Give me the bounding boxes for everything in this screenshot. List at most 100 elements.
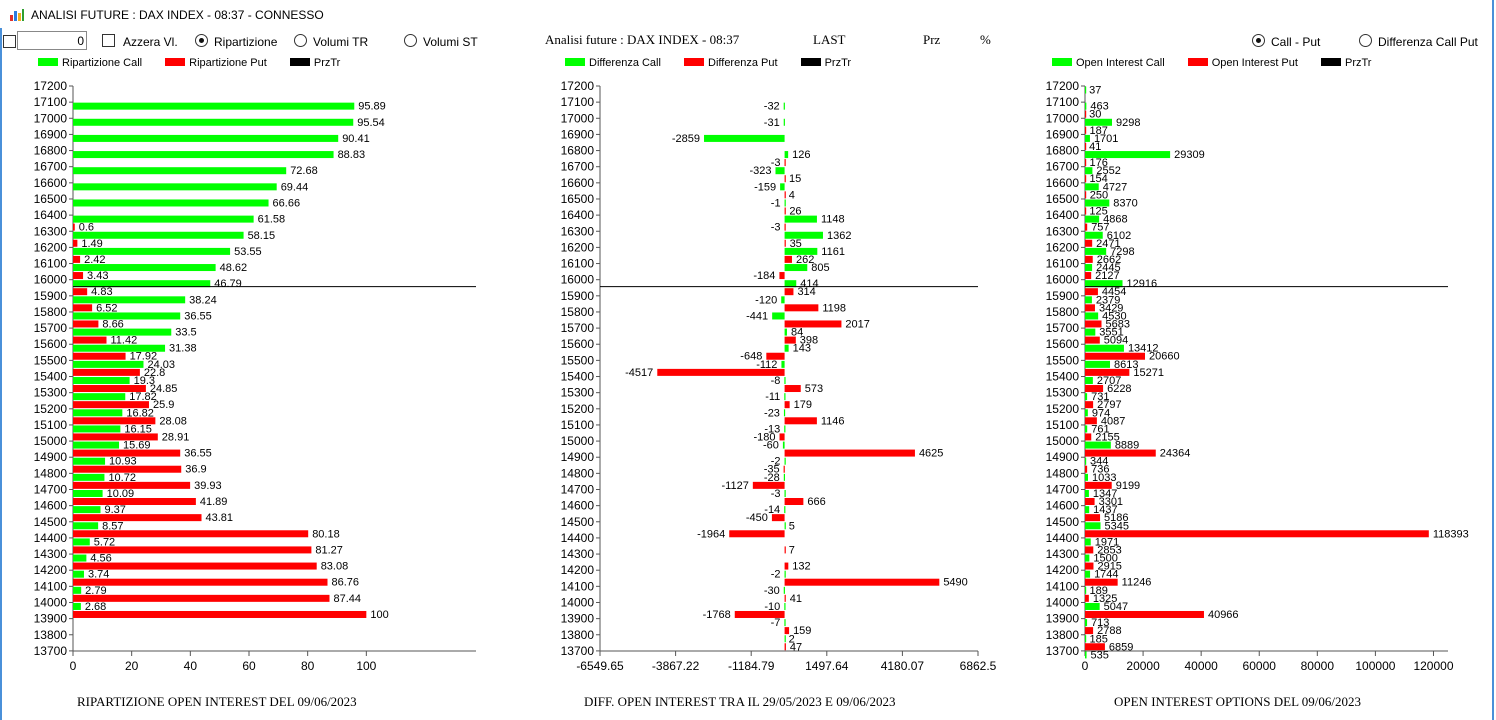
radio-call-put[interactable]: Call - Put (1252, 33, 1320, 51)
put-bar (1085, 449, 1156, 457)
put-bar (784, 239, 786, 247)
data-label: -441 (746, 310, 768, 322)
radio-unselected[interactable] (1359, 34, 1372, 47)
y-tick-label: 15300 (1046, 386, 1080, 400)
call-bar (784, 490, 786, 497)
put-bar (657, 368, 785, 376)
header-title: Analisi future : DAX INDEX - 08:37 (545, 32, 740, 47)
put-bar (1085, 272, 1092, 280)
y-tick-label: 16300 (34, 224, 68, 238)
radio-unselected[interactable] (294, 34, 307, 47)
call-bar (73, 102, 355, 110)
data-label: -1127 (722, 480, 749, 492)
radio-selected[interactable] (1252, 34, 1265, 47)
data-label: 4.56 (90, 553, 111, 565)
y-tick-label: 15500 (1046, 353, 1080, 367)
data-label: 90.41 (342, 133, 370, 145)
x-tick-label: 4180.07 (881, 659, 925, 673)
call-bar (73, 522, 99, 530)
x-tick-label: 6862.5 (960, 659, 997, 673)
put-bar (784, 449, 915, 457)
call-bar (1085, 86, 1087, 94)
radio-volumi-st[interactable]: Volumi ST (404, 33, 478, 51)
radio-volumi-tr[interactable]: Volumi TR (294, 33, 368, 51)
y-tick-label: 16000 (561, 273, 595, 287)
put-bar (784, 288, 794, 296)
y-tick-label: 16600 (1046, 176, 1080, 190)
data-label: 39.93 (194, 480, 222, 492)
y-tick-label: 14500 (1046, 515, 1080, 529)
data-label: -32 (764, 101, 780, 113)
y-tick-label: 14600 (561, 499, 595, 513)
data-label: -1 (771, 197, 781, 209)
y-tick-label: 16700 (34, 160, 68, 174)
radio-selected[interactable] (195, 34, 208, 47)
data-label: 1347 (1093, 488, 1117, 500)
number-input[interactable] (17, 31, 87, 50)
radio-ripartizione[interactable]: Ripartizione (195, 33, 277, 51)
data-label: 7298 (1110, 246, 1134, 258)
y-tick-label: 15500 (561, 353, 595, 367)
y-tick-label: 16600 (561, 176, 595, 190)
call-bar (1085, 199, 1110, 207)
call-bar (784, 280, 797, 288)
call-bar (783, 586, 785, 594)
data-label: 5.72 (94, 536, 115, 548)
data-label: 4.83 (91, 286, 112, 298)
data-label: 53.55 (234, 246, 262, 258)
data-label: 24.03 (147, 359, 175, 371)
call-bar (1085, 554, 1090, 562)
select-checkbox[interactable] (3, 35, 16, 48)
x-tick-label: 120000 (1413, 659, 1453, 673)
put-bar (771, 514, 785, 522)
data-label: -10 (764, 601, 780, 613)
chart-footer: DIFF. OPEN INTEREST TRA IL 29/05/2023 E … (584, 694, 896, 709)
put-bar (1085, 594, 1089, 602)
call-bar (1085, 377, 1093, 385)
data-label: 8613 (1114, 359, 1138, 371)
y-tick-label: 14900 (34, 450, 68, 464)
put-bar (766, 352, 785, 360)
put-bar (1085, 610, 1204, 618)
data-label: 16.15 (124, 423, 152, 435)
data-label: -2 (771, 569, 781, 581)
y-tick-label: 17000 (561, 111, 595, 125)
data-label: 11246 (1122, 577, 1152, 589)
y-tick-label: 14900 (561, 450, 595, 464)
y-tick-label: 14300 (34, 547, 68, 561)
put-bar (73, 562, 317, 570)
call-bar (73, 441, 120, 449)
data-label: 4454 (1102, 286, 1126, 298)
data-label: 2 (789, 633, 795, 645)
radio-unselected[interactable] (404, 34, 417, 47)
y-tick-label: 16300 (561, 224, 595, 238)
call-bar (784, 393, 786, 401)
put-bar (784, 320, 842, 328)
put-bar (73, 336, 107, 344)
y-tick-label: 13800 (561, 628, 595, 642)
data-label: -14 (764, 504, 780, 516)
azzera-checkbox[interactable]: Azzera Vl. (102, 33, 178, 51)
put-bar (1085, 562, 1094, 570)
call-bar (784, 151, 789, 159)
put-bar (784, 578, 940, 586)
data-label: 19.3 (134, 375, 155, 387)
y-tick-label: 14700 (561, 483, 595, 497)
data-label: 2797 (1097, 399, 1121, 411)
data-label: 1.49 (81, 238, 102, 250)
x-tick-label: 60000 (1243, 659, 1277, 673)
call-bar (1085, 570, 1091, 578)
y-tick-label: 14100 (561, 579, 595, 593)
y-tick-label: 16700 (1046, 160, 1080, 174)
y-tick-label: 14800 (561, 466, 595, 480)
y-tick-label: 17100 (34, 95, 68, 109)
y-tick-label: 14600 (34, 499, 68, 513)
radio-differenza[interactable]: Differenza Call Put (1359, 33, 1478, 51)
y-tick-label: 14400 (561, 531, 595, 545)
checkbox-box[interactable] (102, 34, 115, 47)
y-tick-label: 14500 (34, 515, 68, 529)
data-label: 5186 (1104, 512, 1128, 524)
data-label: 17.92 (130, 351, 158, 363)
data-label: 22.8 (144, 367, 165, 379)
call-bar (1085, 457, 1087, 465)
